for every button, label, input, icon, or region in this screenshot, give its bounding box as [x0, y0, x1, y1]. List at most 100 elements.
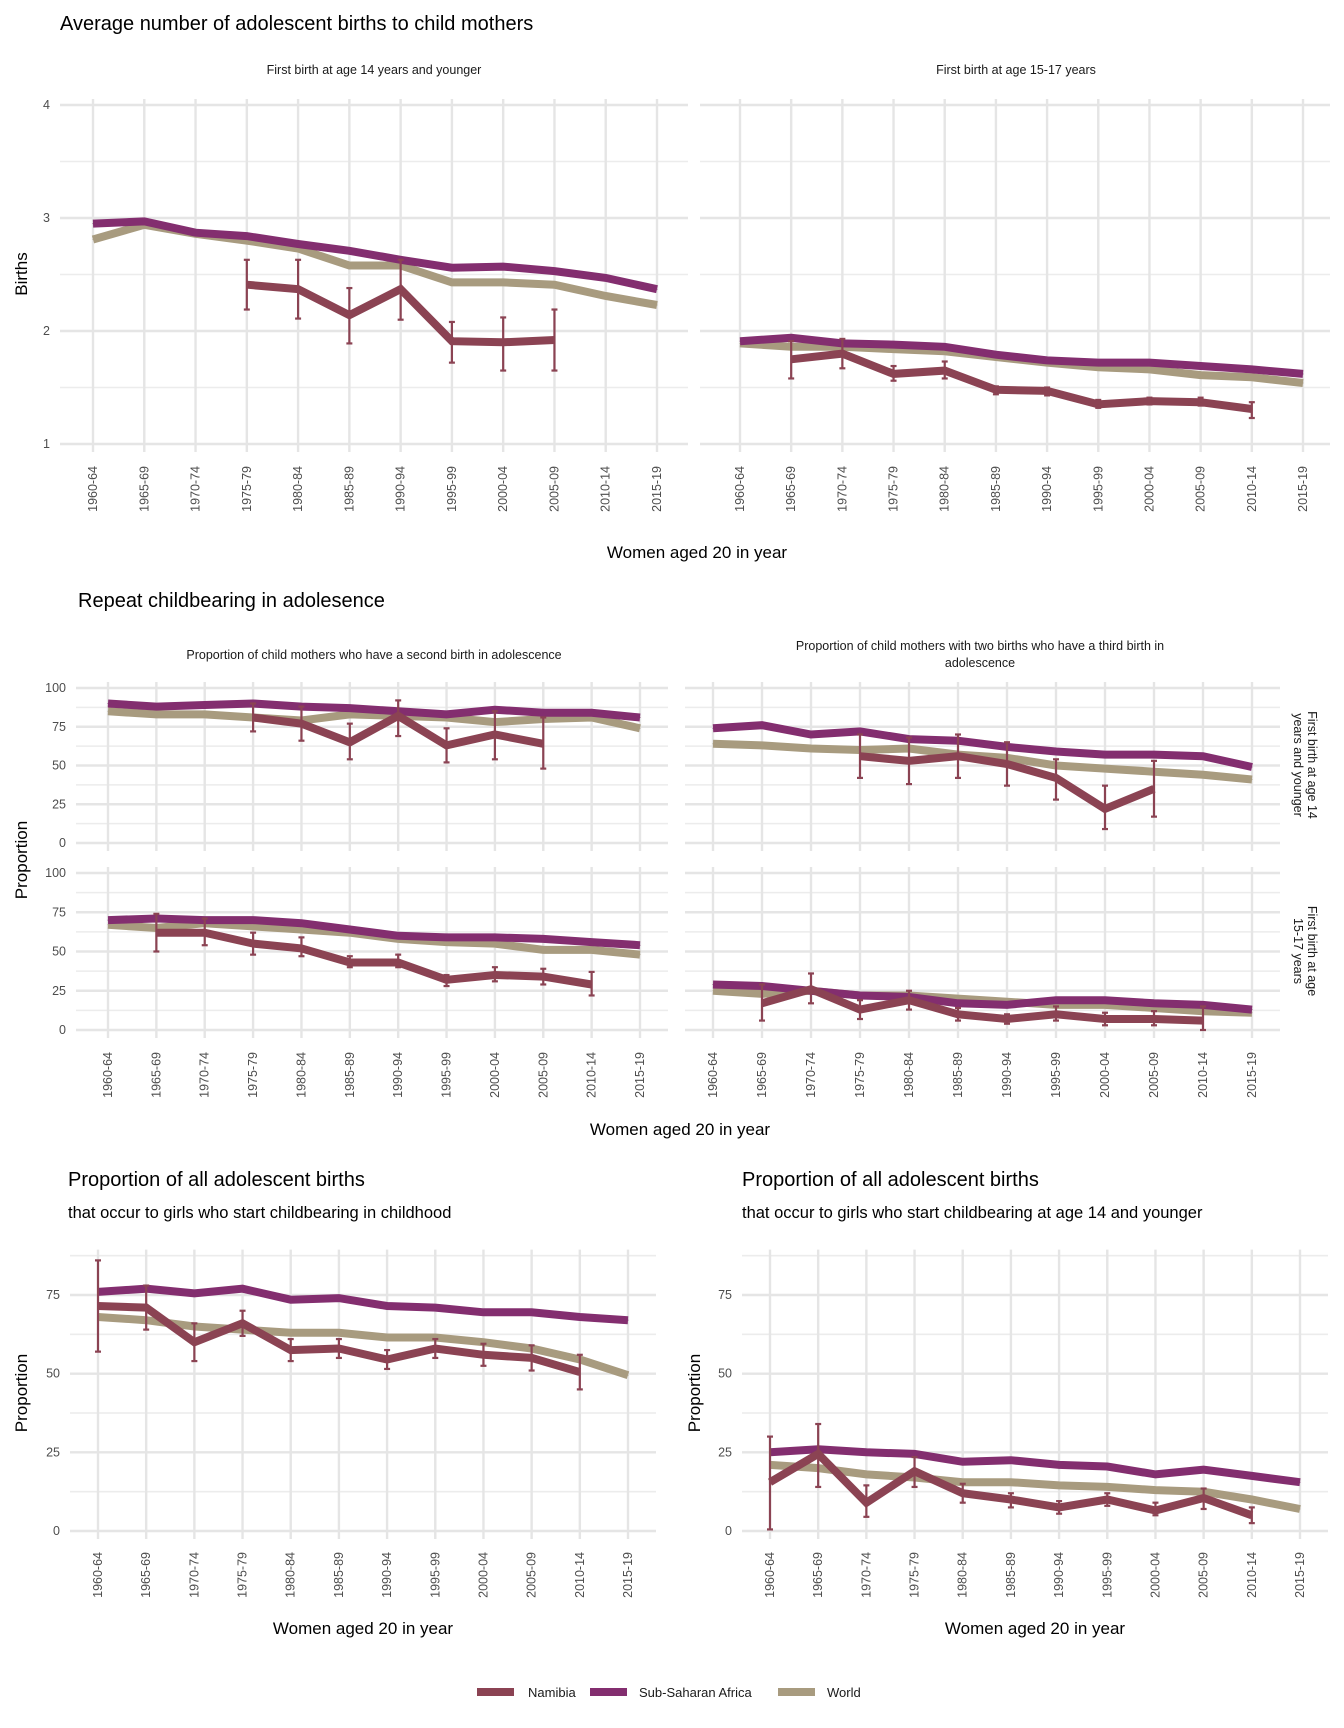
x-tick-label: 1990-94 — [394, 466, 408, 512]
x-axis-title-share-childhood: Women aged 20 in year — [273, 1619, 454, 1638]
x-tick-label: 2010-14 — [599, 466, 613, 512]
data-point-sub-saharan-africa — [1202, 755, 1204, 757]
x-tick-label: 2015-19 — [1245, 1052, 1259, 1098]
x-tick-label: 1995-99 — [440, 1052, 454, 1098]
data-point-world — [712, 743, 714, 745]
y-tick-label: 3 — [43, 211, 50, 225]
data-point-namibia — [1154, 1510, 1156, 1512]
data-point-world — [252, 925, 254, 927]
x-tick-label: 1975-79 — [236, 1552, 250, 1598]
x-tick-label: 1995-99 — [1091, 466, 1105, 512]
data-point-sub-saharan-africa — [579, 1316, 581, 1318]
series-line-sub-saharan-africa — [769, 1445, 1301, 1487]
series-line-world — [91, 220, 658, 309]
data-point-namibia — [1251, 408, 1253, 410]
x-tick-label: 1990-94 — [1040, 466, 1054, 512]
x-tick-label: 1970-74 — [804, 1052, 818, 1098]
x-tick-label: 1985-89 — [989, 466, 1003, 512]
data-point-sub-saharan-africa — [494, 936, 496, 938]
data-point-world — [1302, 382, 1304, 384]
data-point-namibia — [995, 389, 997, 391]
data-point-sub-saharan-africa — [92, 223, 94, 225]
data-point-namibia — [908, 760, 910, 762]
data-point-namibia — [1251, 1514, 1253, 1516]
legend: Namibia Sub-Saharan Africa World — [477, 1685, 861, 1700]
x-tick-label: 1990-94 — [380, 1552, 394, 1598]
data-point-namibia — [349, 961, 351, 963]
data-point-namibia — [1153, 788, 1155, 790]
data-point-namibia — [761, 1002, 763, 1004]
data-point-world — [627, 1374, 629, 1376]
data-point-sub-saharan-africa — [1153, 754, 1155, 756]
data-point-sub-saharan-africa — [605, 277, 607, 279]
data-point-namibia — [579, 1371, 581, 1373]
x-tick-label: 2010-14 — [573, 1552, 587, 1598]
data-point-sub-saharan-africa — [859, 730, 861, 732]
x-tick-label: 2005-09 — [525, 1552, 539, 1598]
y-tick-label: 75 — [46, 1288, 60, 1302]
svg-text:First birth at age 14: First birth at age 14 — [1305, 711, 1319, 819]
panel-second-birth-14: 0 25 50 75 100 — [45, 681, 668, 851]
series-line-sub-saharan-africa — [97, 1284, 629, 1325]
data-point-world — [482, 1341, 484, 1343]
y-axis-title-births: Births — [12, 252, 31, 295]
x-axis-title-births: Women aged 20 in year — [607, 543, 788, 562]
data-point-sub-saharan-africa — [553, 270, 555, 272]
x-tick-label: 1970-74 — [198, 1052, 212, 1098]
data-point-sub-saharan-africa — [349, 929, 351, 931]
y-tick-label: 50 — [718, 1367, 732, 1381]
data-point-sub-saharan-africa — [859, 994, 861, 996]
legend-item-sub-saharan-africa[interactable]: Sub-Saharan Africa — [590, 1685, 753, 1700]
data-point-namibia — [1104, 1018, 1106, 1020]
data-point-namibia — [1148, 400, 1150, 402]
y-tick-label: 0 — [59, 1023, 66, 1037]
panel-strip-births-14: First birth at age 14 years and younger — [267, 63, 482, 77]
x-tick-label: 1995-99 — [428, 1552, 442, 1598]
panel-strip-third-birth-line1: Proportion of child mothers with two bir… — [796, 639, 1164, 653]
x-tick-label: 2000-04 — [1098, 1052, 1112, 1098]
data-point-namibia — [193, 1341, 195, 1343]
y-tick-label: 0 — [59, 836, 66, 850]
legend-label-namibia: Namibia — [528, 1685, 576, 1700]
data-point-namibia — [914, 1470, 916, 1472]
x-tick-label: 1975-79 — [853, 1052, 867, 1098]
data-point-namibia — [542, 976, 544, 978]
data-point-world — [348, 264, 350, 266]
data-point-world — [944, 350, 946, 352]
x-tick-label: 1985-89 — [1004, 1552, 1018, 1598]
data-point-sub-saharan-africa — [338, 1297, 340, 1299]
x-tick-label: 1980-84 — [291, 466, 305, 512]
data-point-world — [1104, 768, 1106, 770]
x-tick-label: 2000-04 — [488, 1052, 502, 1098]
data-point-sub-saharan-africa — [1106, 1465, 1108, 1467]
data-point-world — [386, 1336, 388, 1338]
data-point-namibia — [841, 353, 843, 355]
data-point-namibia — [386, 1359, 388, 1361]
data-point-namibia — [944, 370, 946, 372]
data-point-sub-saharan-africa — [1104, 999, 1106, 1001]
y-tick-label: 50 — [46, 1367, 60, 1381]
x-tick-label: 1980-84 — [284, 1552, 298, 1598]
data-point-sub-saharan-africa — [246, 235, 248, 237]
data-point-world — [957, 998, 959, 1000]
data-point-sub-saharan-africa — [242, 1288, 244, 1290]
data-point-namibia — [591, 983, 593, 985]
data-point-namibia — [446, 744, 448, 746]
data-point-sub-saharan-africa — [451, 267, 453, 269]
data-point-sub-saharan-africa — [639, 716, 641, 718]
data-point-sub-saharan-africa — [1153, 1002, 1155, 1004]
data-point-namibia — [1055, 777, 1057, 779]
y-tick-label: 50 — [52, 759, 66, 773]
series-line-sub-saharan-africa — [739, 333, 1304, 378]
legend-item-world[interactable]: World — [778, 1685, 861, 1700]
data-point-world — [656, 304, 658, 306]
data-point-namibia — [1202, 1020, 1204, 1022]
data-point-sub-saharan-africa — [656, 288, 658, 290]
data-point-world — [1148, 368, 1150, 370]
panel-strip-births-15-17: First birth at age 15-17 years — [936, 63, 1096, 77]
legend-item-namibia[interactable]: Namibia — [477, 1685, 576, 1700]
legend-swatch-world — [778, 1688, 815, 1696]
x-tick-label: 1975-79 — [908, 1552, 922, 1598]
x-tick-label: 2000-04 — [496, 466, 510, 512]
x-tick-label: 1965-69 — [811, 1552, 825, 1598]
